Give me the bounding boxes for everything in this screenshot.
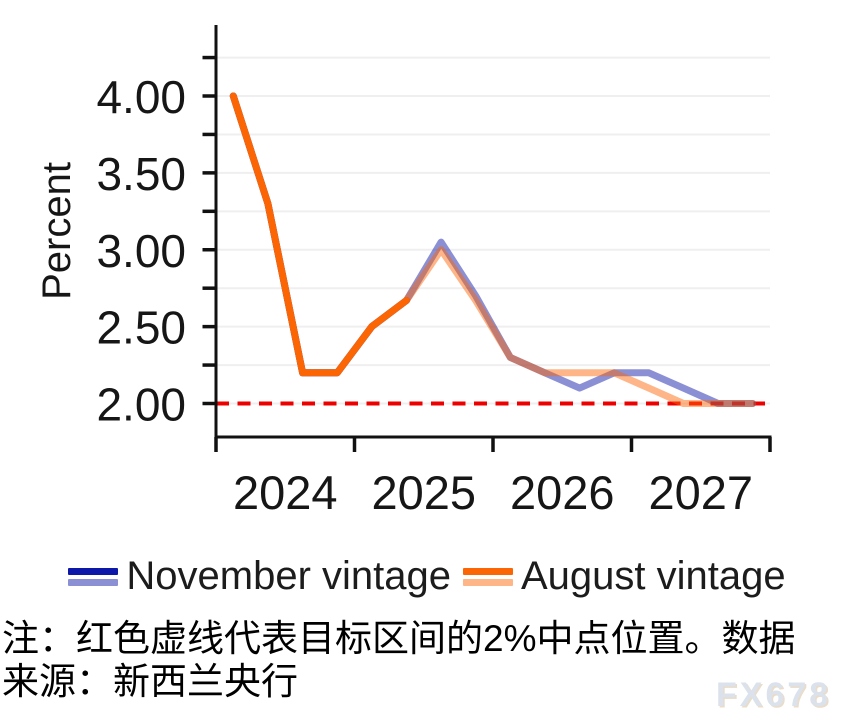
x-tick-labels: 2024 2025 2026 2027: [233, 466, 753, 519]
y-tick-labels: 2.00 2.50 3.00 3.50 4.00: [96, 71, 186, 431]
august-actual-color-bar: [462, 567, 513, 575]
november-forecast-color-bar: [68, 578, 119, 586]
series-november-forecast: [402, 238, 757, 407]
november-actual-color-bar: [68, 567, 119, 575]
x-year-label: 2027: [648, 466, 753, 519]
y-tick-label: 3.00: [96, 225, 186, 277]
legend-label-august: August vintage: [520, 554, 786, 598]
series-november-actual: [229, 92, 410, 377]
y-gridlines: [216, 56, 770, 405]
source-note: 注：红色虚线代表目标区间的2%中点位置。数据 来源：新西兰央行: [2, 617, 848, 703]
y-axis-title: Percent: [35, 162, 79, 300]
series-august-actual: [229, 92, 410, 377]
note-line-1: 注：红色虚线代表目标区间的2%中点位置。数据: [2, 618, 796, 659]
x-axis-ticks: [214, 437, 772, 452]
y-tick-label: 2.50: [96, 302, 186, 354]
y-tick-label: 2.00: [96, 379, 186, 431]
y-tick-label: 4.00: [96, 71, 186, 123]
august-line-swatch-icon: [462, 567, 513, 586]
legend-item-november: November vintage: [68, 554, 451, 599]
y-axis-ticks: [202, 55, 216, 406]
x-year-label: 2026: [510, 466, 615, 519]
x-year-label: 2024: [233, 466, 338, 519]
y-tick-label: 3.50: [96, 148, 186, 200]
legend-label-november: November vintage: [126, 554, 451, 598]
chart-legend: November vintage August vintage: [0, 554, 854, 599]
august-forecast-color-bar: [462, 578, 513, 586]
legend-item-august: August vintage: [462, 554, 786, 599]
note-line-2: 来源：新西兰央行: [2, 661, 298, 702]
series-august-forecast: [402, 246, 757, 407]
x-year-label: 2025: [371, 466, 476, 519]
fx678-watermark: FX678: [716, 676, 832, 714]
november-line-swatch-icon: [68, 567, 119, 586]
inflation-forecast-chart: 2.00 2.50 3.00 3.50 4.00 2024 2025 2026 2027 Perc…: [35, 25, 772, 519]
